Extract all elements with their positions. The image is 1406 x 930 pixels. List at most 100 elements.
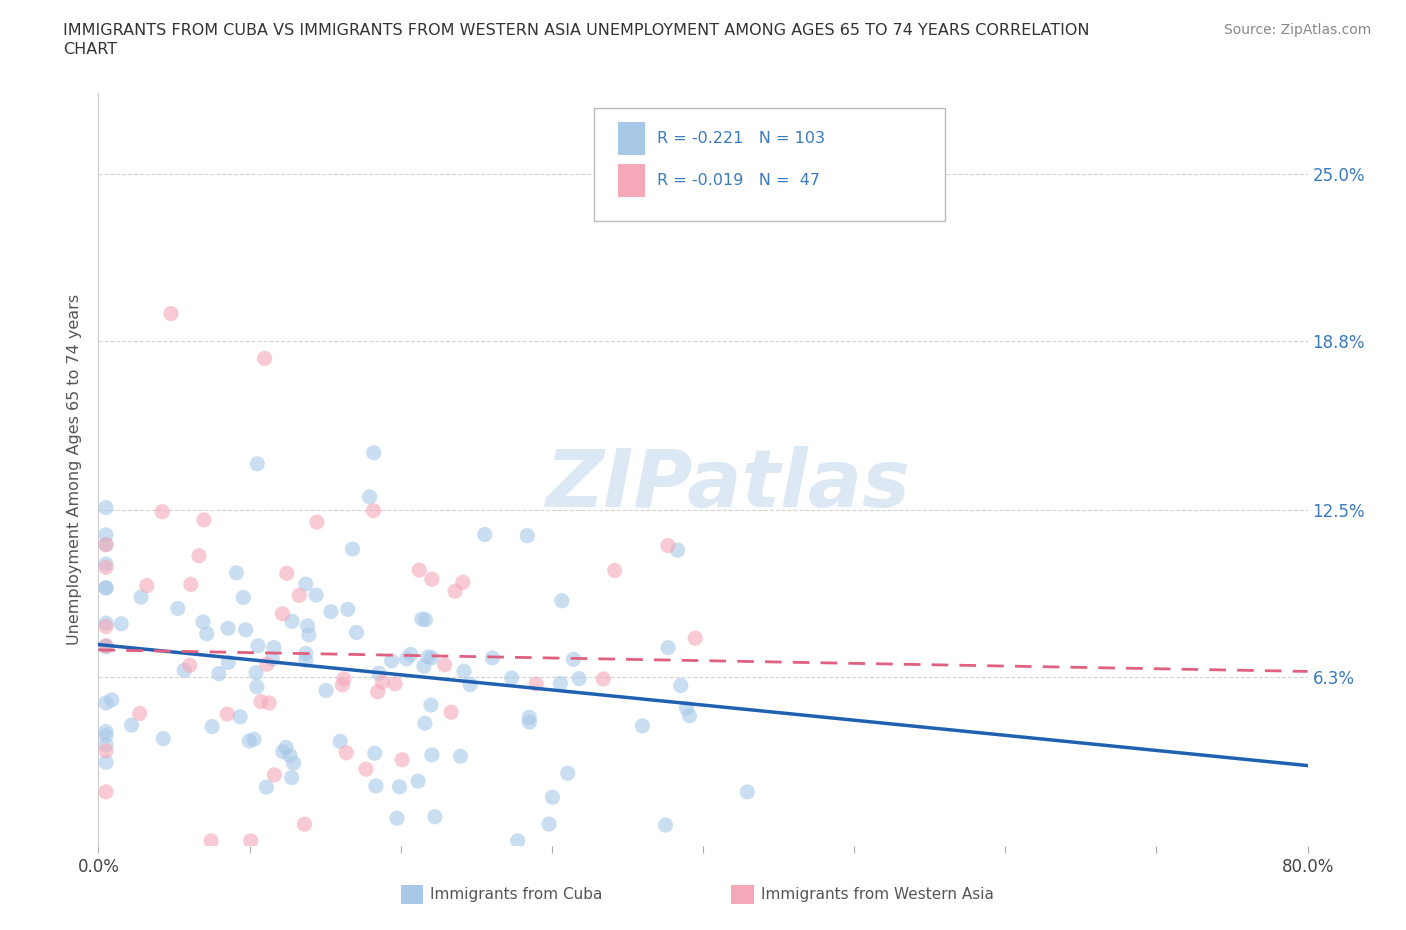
Point bbox=[451, 575, 474, 590]
Point bbox=[253, 351, 276, 365]
Point bbox=[121, 718, 143, 733]
Point bbox=[239, 833, 262, 848]
Point bbox=[217, 655, 239, 670]
Point bbox=[180, 577, 202, 591]
Point bbox=[517, 710, 540, 724]
Point bbox=[238, 734, 260, 749]
Point bbox=[129, 590, 152, 604]
Point bbox=[243, 732, 266, 747]
Point bbox=[411, 612, 433, 627]
Point bbox=[363, 445, 385, 460]
Point bbox=[413, 658, 436, 673]
Point bbox=[160, 306, 183, 321]
Point bbox=[562, 652, 585, 667]
Point bbox=[94, 527, 117, 542]
Point bbox=[336, 602, 359, 617]
Point bbox=[666, 543, 689, 558]
Point bbox=[388, 779, 411, 794]
Point bbox=[367, 666, 389, 681]
Point bbox=[166, 601, 188, 616]
Point bbox=[94, 500, 117, 515]
Point bbox=[274, 740, 297, 755]
Point bbox=[246, 679, 269, 694]
Point bbox=[110, 617, 132, 631]
Point bbox=[603, 563, 626, 578]
Point bbox=[364, 778, 387, 793]
Point bbox=[305, 588, 328, 603]
Point bbox=[94, 639, 117, 654]
Point bbox=[217, 707, 239, 722]
Point bbox=[391, 752, 413, 767]
Point bbox=[263, 640, 285, 655]
Point bbox=[408, 563, 430, 578]
Point bbox=[278, 748, 301, 763]
Point bbox=[354, 762, 377, 777]
Point bbox=[128, 706, 150, 721]
Point bbox=[94, 557, 117, 572]
Point bbox=[524, 677, 547, 692]
Text: R = -0.221   N = 103: R = -0.221 N = 103 bbox=[657, 131, 825, 146]
Point bbox=[413, 716, 436, 731]
Point bbox=[94, 580, 117, 595]
Point bbox=[263, 767, 285, 782]
Point bbox=[568, 671, 591, 686]
Point bbox=[94, 580, 117, 595]
Point bbox=[433, 658, 456, 672]
Point bbox=[94, 784, 117, 799]
Point bbox=[406, 774, 429, 789]
Point bbox=[319, 604, 342, 619]
Point bbox=[423, 809, 446, 824]
Point bbox=[335, 745, 357, 760]
Point bbox=[315, 683, 337, 698]
Point bbox=[384, 676, 406, 691]
Point bbox=[381, 654, 404, 669]
Point bbox=[94, 755, 117, 770]
Point bbox=[280, 770, 302, 785]
Point bbox=[271, 744, 294, 759]
Point bbox=[150, 504, 173, 519]
Point bbox=[737, 785, 759, 800]
Point bbox=[538, 817, 561, 831]
Point bbox=[557, 765, 579, 780]
Text: IMMIGRANTS FROM CUBA VS IMMIGRANTS FROM WESTERN ASIA UNEMPLOYMENT AMONG AGES 65 : IMMIGRANTS FROM CUBA VS IMMIGRANTS FROM … bbox=[63, 23, 1090, 38]
Point bbox=[94, 724, 117, 739]
Point bbox=[519, 715, 541, 730]
Point bbox=[217, 621, 239, 636]
Point bbox=[295, 646, 318, 661]
Point bbox=[294, 817, 316, 831]
Point bbox=[399, 647, 422, 662]
Point bbox=[94, 616, 117, 631]
Point bbox=[295, 653, 318, 668]
Point bbox=[250, 694, 273, 709]
Point bbox=[654, 817, 676, 832]
Point bbox=[283, 756, 305, 771]
Point bbox=[541, 790, 564, 804]
Point bbox=[201, 719, 224, 734]
Text: Source: ZipAtlas.com: Source: ZipAtlas.com bbox=[1223, 23, 1371, 37]
Point bbox=[246, 638, 269, 653]
Text: R = -0.019   N =  47: R = -0.019 N = 47 bbox=[657, 173, 820, 188]
Point bbox=[678, 709, 700, 724]
Point bbox=[94, 639, 117, 654]
Point bbox=[342, 541, 364, 556]
Point bbox=[281, 614, 304, 629]
Point bbox=[297, 618, 319, 633]
Point bbox=[94, 538, 117, 552]
Point bbox=[94, 619, 117, 634]
Point bbox=[208, 666, 231, 681]
Y-axis label: Unemployment Among Ages 65 to 74 years: Unemployment Among Ages 65 to 74 years bbox=[67, 294, 83, 645]
Point bbox=[225, 565, 247, 580]
Point bbox=[94, 537, 117, 551]
Text: Immigrants from Cuba: Immigrants from Cuba bbox=[430, 887, 603, 902]
Point bbox=[474, 527, 496, 542]
Point bbox=[288, 588, 311, 603]
Point bbox=[246, 457, 269, 472]
Point bbox=[332, 677, 354, 692]
Point bbox=[94, 639, 117, 654]
Point bbox=[683, 631, 706, 645]
Point bbox=[458, 677, 481, 692]
Point bbox=[415, 612, 437, 627]
Point bbox=[271, 606, 294, 621]
Point bbox=[631, 719, 654, 734]
Point bbox=[329, 734, 352, 749]
